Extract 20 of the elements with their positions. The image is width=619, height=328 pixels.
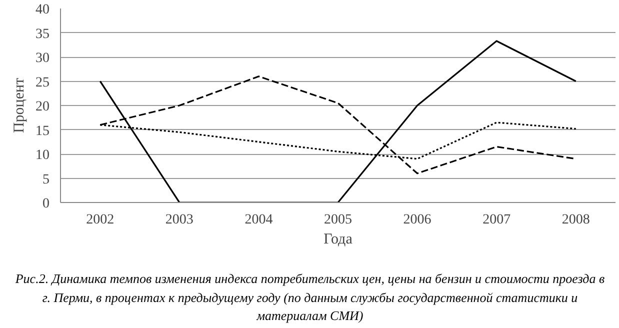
y-tick-label: 20 xyxy=(36,100,50,114)
y-tick-label: 35 xyxy=(36,26,50,42)
x-tick-label: 2008 xyxy=(562,212,590,228)
y-tick-label: 0 xyxy=(42,196,50,212)
y-axis-title: Процент xyxy=(12,78,28,134)
x-tick-label: 2003 xyxy=(165,212,194,228)
x-tick-label: 2006 xyxy=(403,212,432,228)
x-tick-label: 2004 xyxy=(244,212,273,228)
y-tick-label: 5 xyxy=(42,172,50,188)
y-tick-label: 10 xyxy=(36,148,50,163)
y-tick-label: 15 xyxy=(36,124,50,139)
x-tick-label: 2007 xyxy=(482,212,511,228)
x-axis-title: Года xyxy=(324,232,353,248)
y-tick-label: 40 xyxy=(36,2,50,18)
x-tick-label: 2002 xyxy=(86,212,114,228)
text: Рис.2. Динамика темпов изменения индекса потребительских цен, цены на бензин и стоимости проезда в г. Перми, в процентах к предыдущему году (по данным службы государственной статистики и материалам СМИ) xyxy=(14,270,606,326)
x-tick-label: 2005 xyxy=(324,212,352,228)
y-tick-label: 25 xyxy=(36,75,50,90)
line-series xyxy=(99,40,577,202)
y-tick-label: 30 xyxy=(36,51,50,66)
